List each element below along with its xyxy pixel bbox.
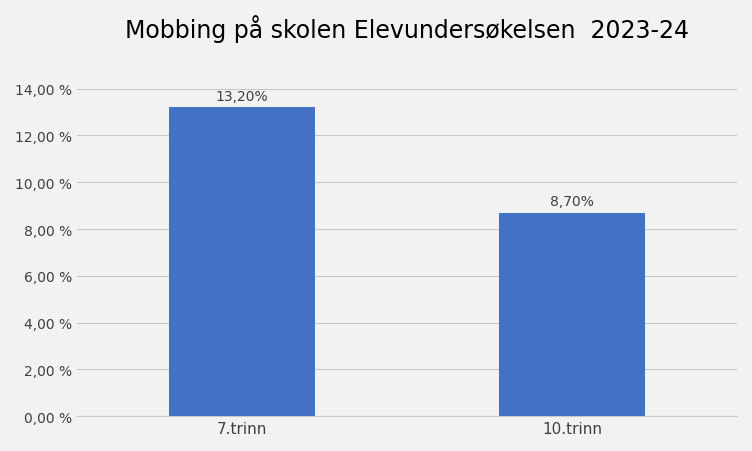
Title: Mobbing på skolen Elevundersøkelsen  2023-24: Mobbing på skolen Elevundersøkelsen 2023…: [125, 15, 689, 43]
Text: 8,70%: 8,70%: [550, 194, 594, 208]
Text: 13,20%: 13,20%: [216, 89, 268, 103]
Bar: [499, 213, 644, 416]
Bar: [169, 108, 314, 416]
